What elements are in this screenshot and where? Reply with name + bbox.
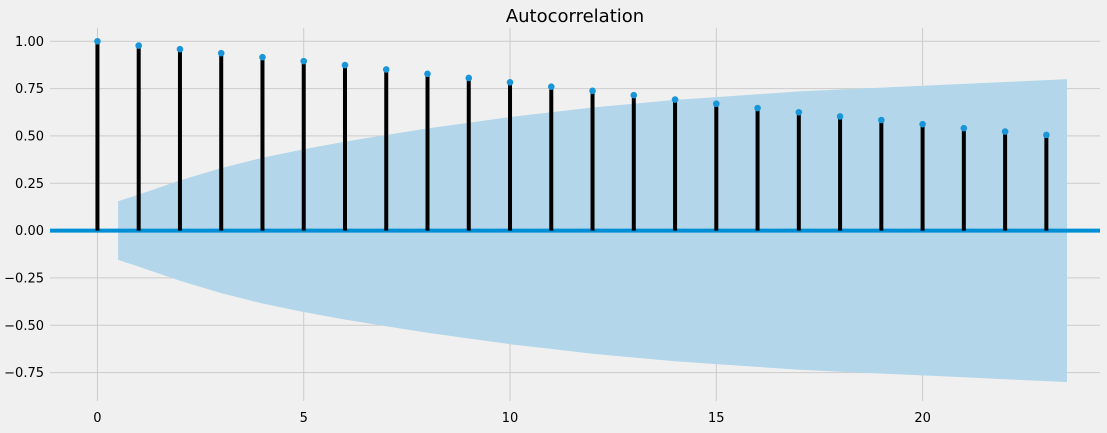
marker-lag-14: [671, 96, 679, 103]
y-tick-label: 0.75: [15, 82, 44, 97]
marker-lag-8: [424, 70, 431, 78]
chart-title: Autocorrelation: [506, 6, 644, 27]
marker-lag-7: [382, 66, 390, 73]
marker-lag-10: [506, 79, 514, 86]
stems: [94, 37, 1050, 231]
marker-lag-15: [713, 100, 720, 108]
x-tick-label: 10: [502, 411, 519, 426]
marker-lag-1: [135, 42, 143, 49]
marker-lag-0: [94, 37, 101, 45]
y-tick-label: −0.25: [4, 271, 44, 286]
y-tick-label: 0.25: [15, 177, 44, 192]
marker-lag-22: [1001, 128, 1009, 135]
marker-lag-6: [341, 61, 349, 69]
marker-lag-19: [878, 116, 885, 124]
y-tick-labels: −0.75 −0.50 −0.25 0.00 0.25 0.50 0.75 1.00: [4, 35, 44, 381]
marker-lag-3: [217, 49, 225, 57]
y-tick-label: −0.75: [4, 366, 44, 381]
x-tick-label: 5: [300, 411, 308, 426]
marker-lag-21: [960, 124, 968, 132]
x-tick-label: 20: [914, 411, 931, 426]
marker-lag-5: [300, 57, 308, 65]
y-tick-label: −0.50: [4, 319, 44, 334]
marker-lag-16: [754, 104, 761, 112]
marker-lag-20: [919, 120, 926, 128]
marker-lag-18: [836, 113, 844, 120]
y-tick-label: 0.50: [15, 129, 44, 144]
x-tick-labels: 0 5 10 15 20: [93, 411, 931, 426]
y-tick-label: 0.00: [15, 224, 44, 239]
marker-lag-2: [176, 45, 184, 53]
marker-lag-13: [630, 91, 638, 99]
marker-lag-9: [465, 74, 473, 82]
x-tick-label: 15: [708, 411, 725, 426]
x-tick-label: 0: [93, 411, 101, 426]
marker-lag-17: [795, 108, 803, 116]
marker-lag-4: [259, 53, 266, 61]
y-tick-label: 1.00: [15, 35, 44, 50]
marker-lag-23: [1043, 131, 1050, 139]
marker-lag-12: [589, 87, 596, 95]
marker-lag-11: [547, 83, 555, 90]
